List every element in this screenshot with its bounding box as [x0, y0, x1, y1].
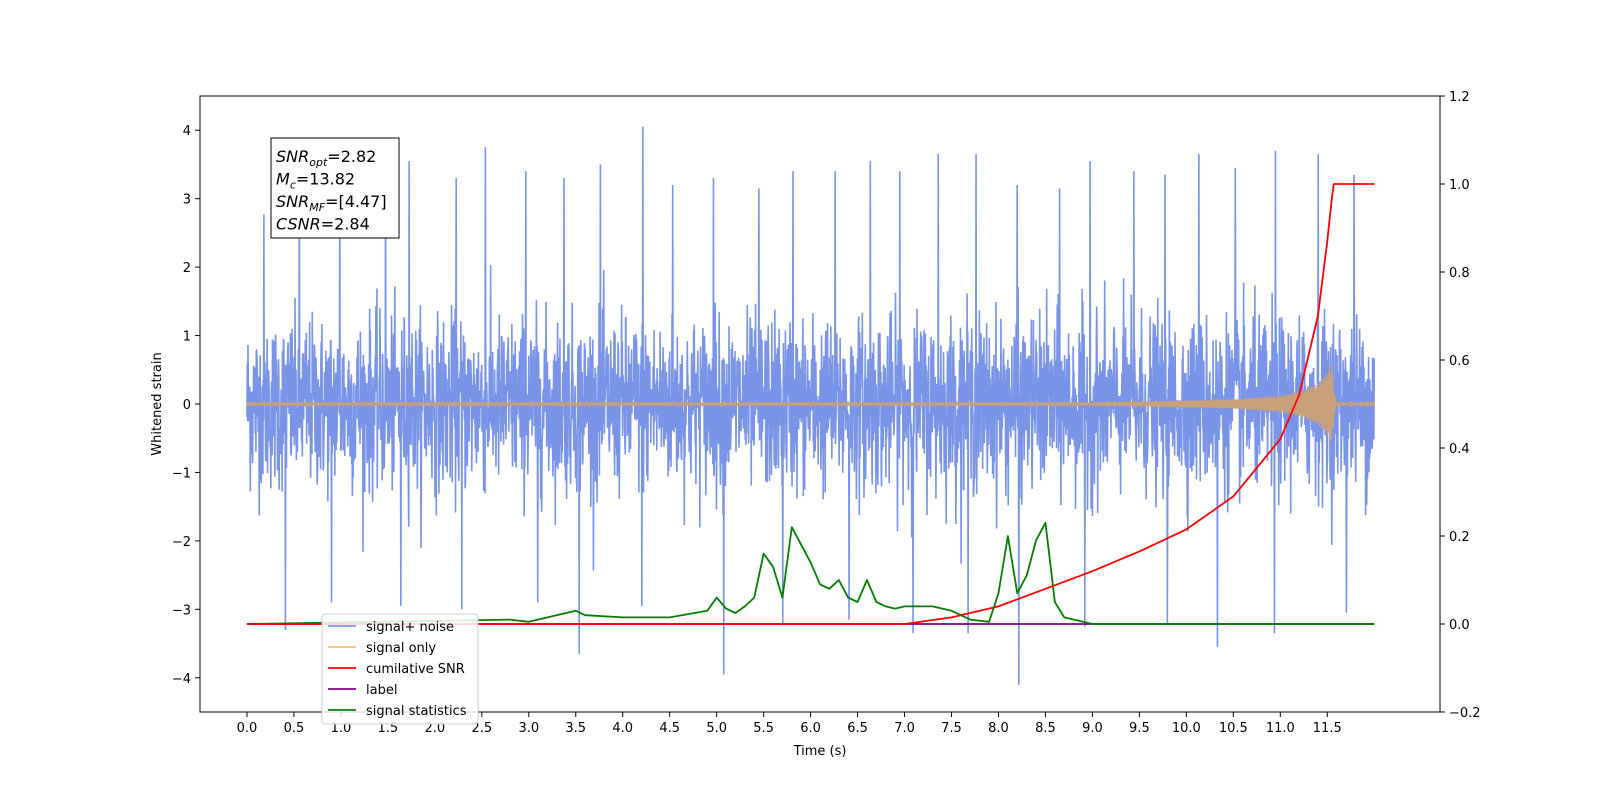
- y2-tick-label: 0.6: [1449, 354, 1470, 369]
- x-tick-label: 4.5: [659, 721, 680, 736]
- x-tick-label: 9.5: [1129, 721, 1150, 736]
- series-layer: [246, 126, 1376, 685]
- y-tick-label: 0: [183, 398, 191, 413]
- y-tick-label: 3: [183, 193, 191, 208]
- annotation-line: SNRopt=2.82: [276, 147, 376, 169]
- x-tick-label: 8.0: [988, 721, 1009, 736]
- y-tick-label: −1: [172, 466, 191, 481]
- x-tick-label: 5.0: [706, 721, 727, 736]
- y-axis-label: Whitened strain: [150, 352, 165, 455]
- x-tick-label: 1.0: [331, 721, 352, 736]
- x-tick-label: 7.5: [941, 721, 962, 736]
- y-tick-label: 2: [183, 261, 191, 276]
- y2-tick-label: 0.0: [1449, 618, 1470, 633]
- x-tick-label: 11.0: [1266, 721, 1295, 736]
- y-axis-right: −0.2 0.0 0.2 0.4 0.6 0.8 1.0 1.2: [1440, 90, 1481, 721]
- x-tick-label: 2.5: [471, 721, 492, 736]
- legend-label: cumilative SNR: [366, 662, 465, 677]
- y-tick-label: −4: [172, 672, 191, 687]
- x-tick-label: 0.0: [237, 721, 258, 736]
- y-tick-label: 4: [183, 124, 191, 139]
- x-axis-label: Time (s): [793, 744, 847, 759]
- legend-label: label: [366, 683, 397, 698]
- series-signal-noise-line: [246, 126, 1376, 685]
- legend-frame: [321, 613, 479, 725]
- series-signal-only-line: [246, 363, 1375, 442]
- x-tick-label: 6.5: [847, 721, 868, 736]
- x-tick-label: 0.5: [284, 721, 305, 736]
- y2-tick-label: −0.2: [1449, 706, 1481, 721]
- x-tick-label: 6.0: [800, 721, 821, 736]
- x-tick-label: 5.5: [753, 721, 774, 736]
- x-tick-label: 11.5: [1313, 721, 1342, 736]
- legend-label: signal only: [366, 641, 436, 656]
- y2-tick-label: 1.0: [1449, 178, 1470, 193]
- annotation-line: CSNR=2.84: [276, 215, 370, 234]
- x-tick-label: 1.5: [378, 721, 399, 736]
- x-tick-label: 9.0: [1082, 721, 1103, 736]
- annotation-frame: [270, 137, 400, 239]
- y-axis-left: −4 −3 −2 −1 0 1 2 3 4: [172, 124, 200, 687]
- annotation-line: SNRMF=[4.47]: [276, 192, 387, 214]
- x-tick-label: 3.5: [565, 721, 586, 736]
- y2-tick-label: 0.2: [1449, 530, 1470, 545]
- annotation-line: Mc=13.82: [276, 170, 355, 192]
- x-tick-label: 2.0: [425, 721, 446, 736]
- x-tick-label: 7.0: [894, 721, 915, 736]
- legend-label: signal+ noise: [366, 620, 454, 635]
- y-tick-label: −3: [172, 603, 191, 618]
- x-tick-label: 10.5: [1219, 721, 1248, 736]
- x-tick-label: 3.0: [518, 721, 539, 736]
- x-tick-label: 4.0: [612, 721, 633, 736]
- series-signal-statistics-line: [246, 521, 1375, 625]
- y2-tick-label: 0.4: [1449, 442, 1470, 457]
- x-tick-label: 8.5: [1035, 721, 1056, 736]
- y-tick-label: −2: [172, 535, 191, 550]
- y-tick-label: 1: [183, 330, 191, 345]
- y2-tick-label: 1.2: [1449, 90, 1470, 105]
- series-cumulative-snr-line: [246, 183, 1375, 625]
- x-tick-label: 10.0: [1172, 721, 1201, 736]
- legend: signal+ noise signal only cumilative SNR la…: [321, 613, 479, 725]
- legend-label: signal statistics: [366, 704, 467, 719]
- y2-tick-label: 0.8: [1449, 266, 1470, 281]
- x-axis: 0.0 0.5 1.0 1.5 2.0 2.5 3.0 3.5 4.0 4.5 5.0 5.5 6.0 6…: [237, 712, 1342, 736]
